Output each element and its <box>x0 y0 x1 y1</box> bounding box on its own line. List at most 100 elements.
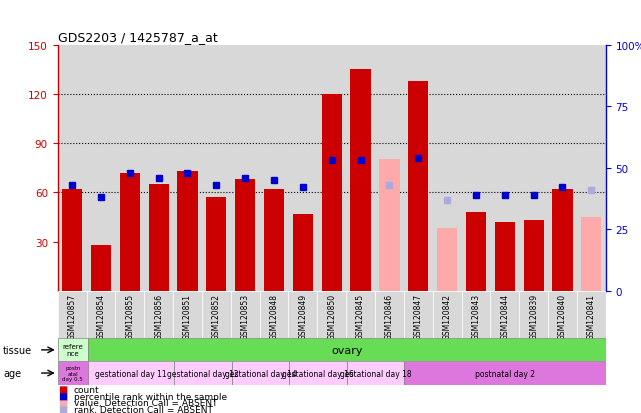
Bar <box>115 291 144 339</box>
Text: rank, Detection Call = ABSENT: rank, Detection Call = ABSENT <box>74 405 213 413</box>
Bar <box>351 70 370 291</box>
Text: postnatal day 2: postnatal day 2 <box>475 369 535 377</box>
Text: GSM120842: GSM120842 <box>442 294 452 339</box>
Text: GSM120857: GSM120857 <box>67 294 77 339</box>
Text: GSM120847: GSM120847 <box>413 294 423 339</box>
Bar <box>347 361 404 385</box>
Bar <box>379 160 399 291</box>
Bar <box>174 361 231 385</box>
Bar <box>178 171 197 291</box>
Text: postn
atal
day 0.5: postn atal day 0.5 <box>62 365 83 382</box>
Bar <box>206 198 226 291</box>
Bar <box>519 291 548 339</box>
Bar <box>433 45 462 291</box>
Bar <box>404 361 606 385</box>
Text: GDS2203 / 1425787_a_at: GDS2203 / 1425787_a_at <box>58 31 217 44</box>
Text: GSM120854: GSM120854 <box>96 294 106 339</box>
Text: GSM120841: GSM120841 <box>587 294 596 339</box>
Text: GSM120856: GSM120856 <box>154 294 163 339</box>
Bar <box>235 180 255 291</box>
Bar <box>553 190 572 291</box>
Bar <box>490 291 519 339</box>
Text: gestational day 14: gestational day 14 <box>224 369 296 377</box>
Bar <box>260 291 288 339</box>
Bar <box>264 190 284 291</box>
Text: ■: ■ <box>58 385 67 394</box>
Bar <box>88 361 174 385</box>
Text: GSM120843: GSM120843 <box>471 294 481 339</box>
Bar <box>115 45 144 291</box>
Bar <box>462 45 490 291</box>
Bar <box>202 45 231 291</box>
Bar <box>495 222 515 291</box>
Bar <box>581 217 601 291</box>
Text: GSM120846: GSM120846 <box>385 294 394 339</box>
Bar <box>87 45 115 291</box>
Bar <box>58 361 88 385</box>
Text: ■: ■ <box>58 398 67 408</box>
Text: GSM120844: GSM120844 <box>500 294 510 339</box>
Bar <box>433 291 462 339</box>
Text: ■: ■ <box>58 391 67 401</box>
Bar <box>58 45 87 291</box>
Bar <box>577 291 606 339</box>
Bar <box>144 291 173 339</box>
Text: GSM120855: GSM120855 <box>125 294 135 339</box>
Bar <box>62 190 82 291</box>
Bar <box>58 291 87 339</box>
Bar <box>293 214 313 291</box>
Bar <box>346 45 375 291</box>
Text: GSM120845: GSM120845 <box>356 294 365 339</box>
Bar <box>120 173 140 291</box>
Text: GSM120852: GSM120852 <box>212 294 221 339</box>
Bar <box>548 45 577 291</box>
Text: GSM120840: GSM120840 <box>558 294 567 339</box>
Bar <box>289 361 347 385</box>
Bar <box>577 45 606 291</box>
Text: ovary: ovary <box>331 345 363 355</box>
Bar <box>173 291 202 339</box>
Text: GSM120839: GSM120839 <box>529 294 538 339</box>
Bar <box>87 291 115 339</box>
Bar <box>288 45 317 291</box>
Bar <box>462 291 490 339</box>
Text: age: age <box>3 368 21 378</box>
Text: value, Detection Call = ABSENT: value, Detection Call = ABSENT <box>74 398 217 407</box>
Bar <box>437 229 457 291</box>
Bar <box>144 45 173 291</box>
Text: gestational day 12: gestational day 12 <box>167 369 238 377</box>
Text: gestational day 16: gestational day 16 <box>282 369 354 377</box>
Text: refere
nce: refere nce <box>62 344 83 356</box>
Text: gestational day 18: gestational day 18 <box>340 369 412 377</box>
Bar <box>524 221 544 291</box>
Bar <box>548 291 577 339</box>
Text: tissue: tissue <box>3 345 32 355</box>
Bar <box>317 291 346 339</box>
Bar <box>288 291 317 339</box>
Text: GSM120850: GSM120850 <box>327 294 337 339</box>
Bar <box>375 45 404 291</box>
Bar <box>404 291 433 339</box>
Bar <box>231 45 260 291</box>
Text: GSM120849: GSM120849 <box>298 294 308 339</box>
Bar <box>404 45 433 291</box>
Bar <box>375 291 404 339</box>
Bar <box>231 361 289 385</box>
Text: gestational day 11: gestational day 11 <box>95 369 167 377</box>
Text: GSM120848: GSM120848 <box>269 294 279 339</box>
Bar <box>346 291 375 339</box>
Bar <box>91 245 111 291</box>
Bar <box>317 45 346 291</box>
Text: GSM120853: GSM120853 <box>240 294 250 339</box>
Bar <box>202 291 231 339</box>
Bar <box>519 45 548 291</box>
Bar <box>408 81 428 291</box>
Bar <box>58 339 88 361</box>
Bar <box>260 45 288 291</box>
Text: ■: ■ <box>58 404 67 413</box>
Text: GSM120851: GSM120851 <box>183 294 192 339</box>
Bar <box>231 291 260 339</box>
Bar <box>322 95 342 291</box>
Text: percentile rank within the sample: percentile rank within the sample <box>74 392 227 401</box>
Bar <box>490 45 519 291</box>
